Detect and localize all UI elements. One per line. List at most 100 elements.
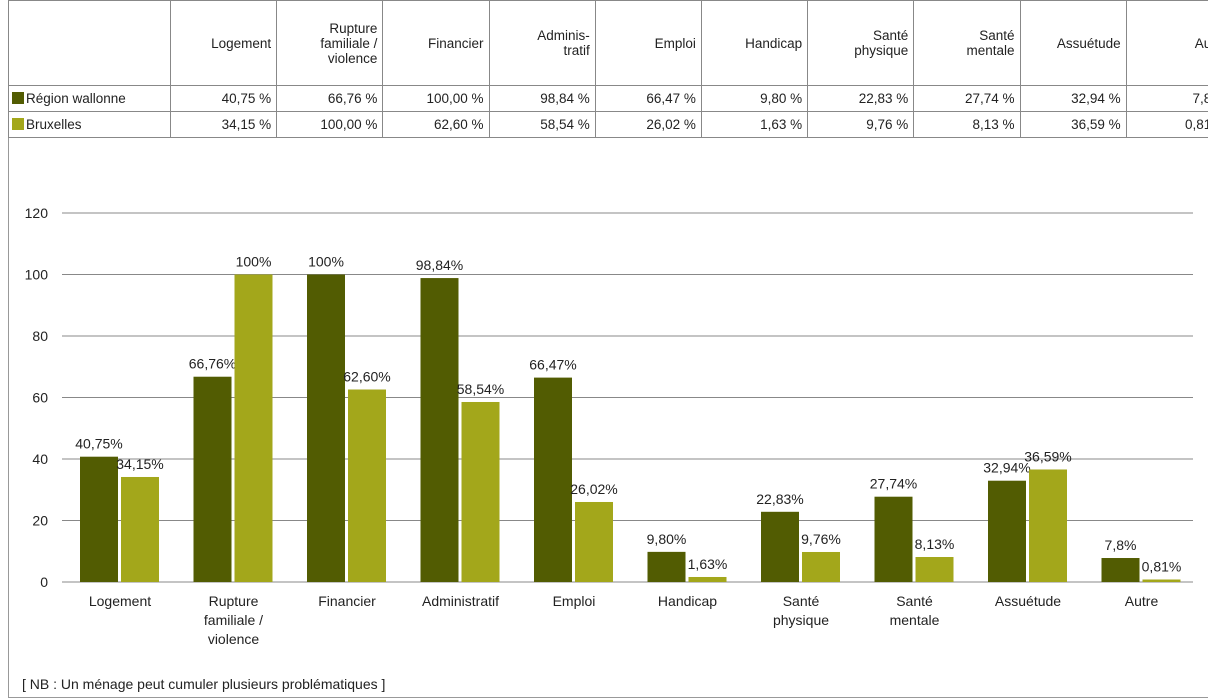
table-cell: 100,00 % [382,85,490,112]
data-label: 32,94% [983,460,1030,476]
y-tick-label: 100 [25,267,49,283]
x-tick-label: Autre [1124,593,1159,609]
x-tick-label: Logement [88,593,152,609]
header-cell: Santé mentale [913,0,1021,86]
y-tick-label: 0 [40,574,48,590]
corner-cell [8,0,171,86]
table-cell: 26,02 % [594,111,702,138]
legend-label: Bruxelles [26,117,82,132]
table-cell: 36,59 % [1019,111,1127,138]
data-label: 58,54% [457,381,504,397]
header-line: Handicap [745,35,803,51]
header-line: Financier [428,35,484,51]
header-line: violence [327,50,378,66]
header-cell: Assuétude [1019,0,1127,86]
bar [802,551,840,582]
table-cell: 22,83 % [807,85,915,112]
header-row: Logement Rupture familiale / violence Financ… [8,0,1208,86]
y-tick-label: 120 [25,205,49,221]
y-tick-label: 20 [32,513,48,529]
header-cell: Logement [169,0,278,86]
data-label: 1,63% [688,556,728,572]
table-cell: 1,63 % [700,111,809,138]
table-cell: 98,84 % [488,85,596,112]
table-cell: 66,47 % [594,85,702,112]
data-label: 98,84% [416,257,463,273]
table-cell: 7,8 % [1125,85,1208,112]
row-label: Bruxelles [8,111,171,138]
note: [ NB : Un ménage peut cumuler plusieurs … [22,676,386,692]
bar [874,496,913,582]
header-line: Adminis- [537,28,590,43]
data-label: 62,60% [343,369,390,385]
bar [121,476,159,582]
y-tick-label: 60 [32,390,48,406]
data-label: 22,83% [756,491,803,507]
data-label: 100% [308,254,344,270]
data-label: 66,76% [189,356,236,372]
data-label: 27,74% [870,476,917,492]
header-cell: Emploi [594,0,702,86]
bar [1029,469,1067,582]
table-cell: 100,00 % [276,111,384,138]
header-line: physique [854,43,909,58]
bar [1101,558,1140,582]
legend-label: Région wallonne [26,91,126,106]
data-label: 7,8% [1105,537,1137,553]
bar [761,511,799,582]
bar [647,551,686,582]
data-label: 0,81% [1142,559,1182,575]
header-line: Santé [979,28,1015,43]
x-tick-label: Emploi [552,593,596,609]
header-line: Assuétude [1056,35,1121,51]
header-line: tratif [563,43,590,58]
y-tick-label: 80 [32,328,48,344]
data-label: 34,15% [116,456,163,472]
header-line: Santé [873,28,909,43]
data-label: 40,75% [75,436,122,452]
bar [988,480,1026,582]
x-tick-label: Santé mentale [889,593,940,628]
legend-swatch [12,92,24,104]
table-row: Bruxelles 34,15 % 100,00 % 62,60 % 58,54 % 26… [8,111,1208,138]
x-tick-label: Financier [318,593,376,609]
table-cell: 58,54 % [488,111,596,138]
data-table: Logement Rupture familiale / violence Financ… [8,0,1208,138]
header-cell: Rupture familiale / violence [276,0,384,86]
bar [80,456,118,582]
data-label: 26,02% [570,481,617,497]
bar [575,501,613,582]
data-label: 9,80% [647,531,687,547]
x-tick-label: Rupture familiale / violence [203,593,264,647]
bar [461,401,500,582]
header-line: mentale [966,43,1015,58]
table-cell: 0,81 % [1125,111,1208,138]
bar [915,557,954,582]
bar [307,274,345,582]
table-cell: 34,15 % [169,111,278,138]
data-label: 66,47% [529,357,576,373]
data-label: 36,59% [1024,448,1071,464]
header-line: familiale / [320,35,378,51]
legend-swatch [12,118,24,130]
header-line: Rupture [329,20,378,36]
header-line: Logement [211,35,272,51]
x-tick-label: Santé physique [772,593,830,628]
header-line: Emploi [654,35,696,51]
x-tick-label: Administratif [421,593,500,609]
data-label: 100% [236,254,272,270]
bar [534,377,572,582]
table-row: Région wallonne 40,75 % 66,76 % 100,00 % 98,… [8,85,1208,112]
header-line: Autre [1194,35,1208,51]
bar [234,274,273,582]
table-cell: 32,94 % [1019,85,1127,112]
bar [348,389,386,582]
bar [688,576,727,582]
table-cell: 62,60 % [382,111,490,138]
bar [1142,579,1181,582]
header-cell: Financier [382,0,490,86]
bar [193,376,232,582]
data-label: 8,13% [915,536,955,552]
x-tick-label: Handicap [657,593,718,609]
